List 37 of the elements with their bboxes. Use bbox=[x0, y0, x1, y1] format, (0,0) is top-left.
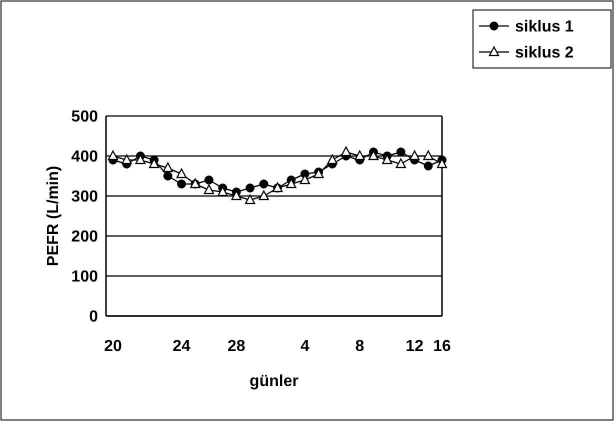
x-tick-label: 20 bbox=[104, 338, 122, 355]
y-tick-label: 300 bbox=[71, 188, 98, 206]
point bbox=[163, 172, 172, 180]
point bbox=[340, 146, 352, 156]
point bbox=[204, 176, 214, 184]
point bbox=[259, 180, 268, 188]
point bbox=[423, 150, 434, 160]
point bbox=[177, 180, 186, 188]
point bbox=[246, 184, 255, 192]
legend-label: siklus 1 bbox=[515, 18, 574, 36]
y-tick-label: 100 bbox=[71, 268, 98, 286]
x-tick-label: 8 bbox=[355, 338, 364, 355]
point bbox=[354, 150, 365, 160]
x-axis-title: günler bbox=[250, 373, 298, 390]
point bbox=[162, 162, 173, 172]
x-tick-label: 16 bbox=[433, 338, 451, 355]
legend-label: siklus 2 bbox=[515, 44, 574, 62]
y-axis-title: PEFR (L/min) bbox=[45, 166, 62, 266]
point bbox=[396, 148, 406, 156]
point bbox=[122, 154, 132, 164]
point bbox=[424, 162, 433, 170]
y-tick-label: 500 bbox=[71, 108, 98, 126]
x-tick-label: 28 bbox=[227, 338, 246, 355]
point bbox=[108, 150, 118, 160]
x-tick-label: 4 bbox=[300, 338, 310, 355]
point bbox=[204, 184, 214, 194]
point bbox=[409, 150, 420, 160]
y-tick-label: 200 bbox=[71, 228, 98, 246]
point bbox=[258, 190, 269, 200]
point bbox=[396, 158, 406, 168]
x-tick-label: 12 bbox=[406, 338, 424, 355]
x-tick-label: 24 bbox=[172, 338, 191, 355]
point bbox=[176, 168, 187, 178]
point bbox=[327, 154, 338, 164]
y-tick-label: 400 bbox=[71, 148, 98, 166]
y-tick-label: 0 bbox=[89, 308, 98, 326]
point bbox=[244, 194, 256, 204]
